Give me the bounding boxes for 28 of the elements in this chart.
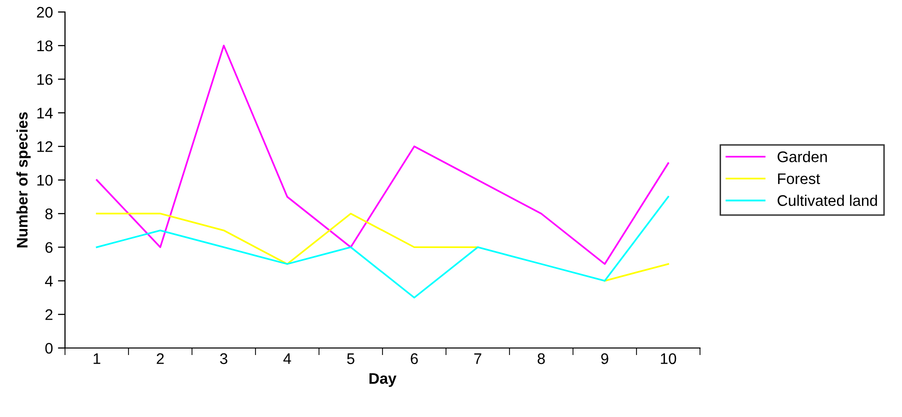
line-series: [96, 196, 670, 298]
x-tick-label: 7: [474, 353, 482, 364]
x-tick-label: 3: [220, 353, 228, 364]
legend-label: Garden: [778, 151, 827, 162]
line-series: [96, 44, 670, 265]
y-tick-label: 20: [36, 6, 53, 18]
y-axis-title: Number of species: [16, 112, 31, 248]
legend-label: Cultivated land: [778, 194, 877, 206]
x-tick-label: 2: [156, 353, 164, 364]
y-tick-label: 0: [45, 342, 53, 354]
x-tick-label: 10: [660, 353, 676, 364]
y-tick-label: 4: [45, 276, 53, 286]
legend-label: Forest: [778, 173, 820, 184]
y-tick-label: 18: [37, 40, 53, 52]
x-tick-label: 8: [538, 353, 545, 364]
y-tick-label: 8: [45, 208, 53, 220]
y-tick-label: 16: [37, 74, 53, 85]
x-tick-label: 9: [601, 353, 608, 364]
y-tick-label: 2: [45, 309, 52, 320]
y-tick-label: 14: [37, 108, 53, 118]
y-tick-label: 6: [45, 242, 53, 253]
x-tick-label: 5: [347, 353, 354, 364]
x-tick-label: 1: [94, 353, 100, 364]
x-axis-title: Day: [370, 373, 396, 387]
x-tick-label: 6: [410, 353, 418, 364]
x-tick-label: 4: [283, 353, 292, 364]
y-tick-label: 12: [37, 141, 52, 152]
y-tick-label: 10: [37, 174, 53, 186]
